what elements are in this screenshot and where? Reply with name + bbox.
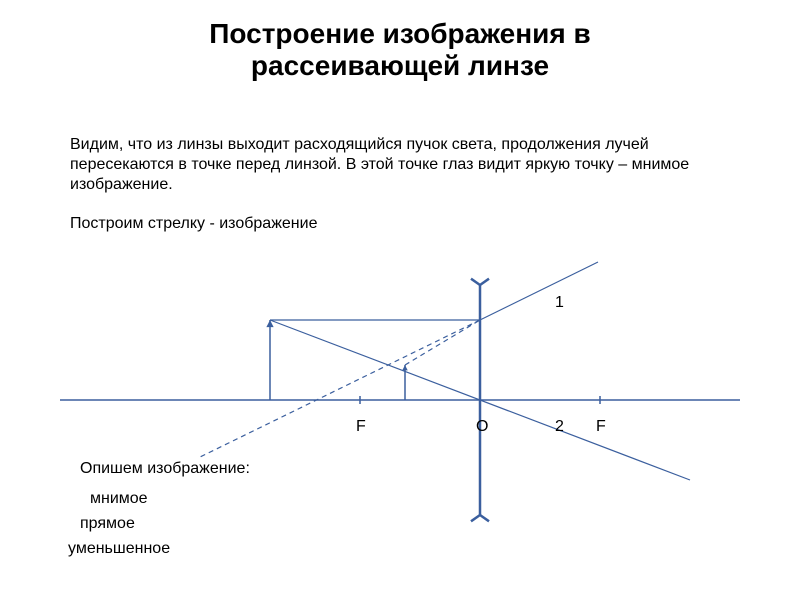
focus-left-label: F — [356, 418, 366, 436]
description-item-1: мнимое — [90, 490, 148, 508]
ray-2-label: 2 — [555, 418, 564, 436]
center-label: O — [476, 418, 488, 436]
lens-diagram — [0, 0, 800, 600]
focus-right-label: F — [596, 418, 606, 436]
description-item-2: прямое — [80, 515, 135, 533]
ray-1-label: 1 — [555, 294, 564, 312]
description-item-3: уменьшенное — [68, 540, 170, 558]
description-heading: Опишем изображение: — [80, 460, 250, 478]
